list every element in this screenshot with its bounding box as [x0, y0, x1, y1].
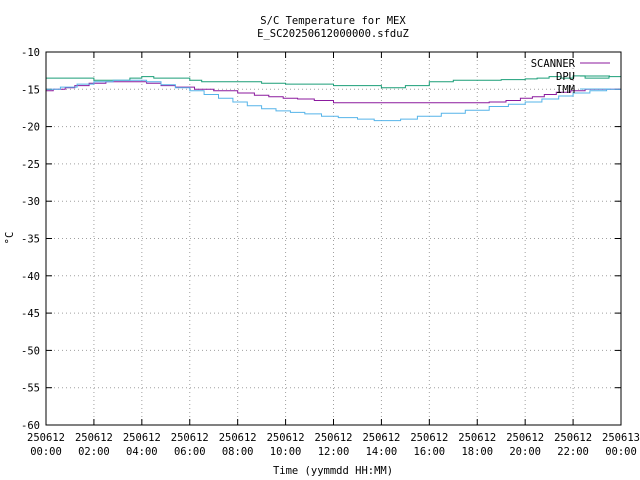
x-tick-label-date: 250613	[602, 432, 640, 444]
chart-subtitle: E_SC20250612000000.sfduZ	[257, 28, 409, 40]
y-axis-label: °C	[4, 232, 16, 245]
x-tick-label-time: 14:00	[366, 446, 398, 458]
x-tick-label-date: 250612	[75, 432, 113, 444]
x-tick-label-time: 04:00	[126, 446, 158, 458]
legend-label-dpu: DPU	[556, 71, 575, 83]
series-line-dpu	[46, 75, 622, 89]
y-tick-label: -25	[21, 159, 40, 171]
x-tick-label-time: 22:00	[557, 446, 589, 458]
x-tick-label-date: 250612	[219, 432, 257, 444]
x-tick-label-date: 250612	[315, 432, 353, 444]
y-tick-label: -10	[21, 47, 40, 59]
y-tick-label: -45	[21, 308, 40, 320]
x-tick-label-date: 250612	[458, 432, 496, 444]
y-tick-label: -55	[21, 383, 40, 395]
grid	[46, 52, 621, 425]
legend-label-scanner: SCANNER	[531, 58, 576, 70]
y-tick-label: -35	[21, 234, 40, 246]
series-line-imm	[46, 79, 622, 122]
x-tick-label-time: 16:00	[414, 446, 446, 458]
x-axis-label: Time (yymmdd HH:MM)	[273, 465, 393, 477]
x-tick-label-date: 250612	[362, 432, 400, 444]
x-tick-label-date: 250612	[171, 432, 209, 444]
x-tick-label-time: 10:00	[270, 446, 302, 458]
y-tick-label: -30	[21, 196, 40, 208]
x-tick-label-time: 00:00	[605, 446, 637, 458]
x-tick-label-date: 250612	[267, 432, 305, 444]
chart-title: S/C Temperature for MEX	[260, 15, 406, 27]
axis-ticks: -10-15-20-25-30-35-40-45-50-55-602506120…	[21, 47, 640, 458]
y-tick-label: -20	[21, 122, 40, 134]
x-tick-label-time: 00:00	[30, 446, 62, 458]
x-tick-label-time: 06:00	[174, 446, 206, 458]
legend-label-imm: IMM	[556, 84, 575, 96]
x-tick-label-date: 250612	[410, 432, 448, 444]
x-tick-label-date: 250612	[123, 432, 161, 444]
x-tick-label-date: 250612	[27, 432, 65, 444]
x-tick-label-date: 250612	[554, 432, 592, 444]
plot-frame	[45, 51, 622, 426]
y-tick-label: -60	[21, 420, 40, 432]
x-tick-label-time: 02:00	[78, 446, 110, 458]
x-tick-label-time: 12:00	[318, 446, 350, 458]
x-tick-label-time: 18:00	[461, 446, 493, 458]
series-lines	[46, 75, 622, 122]
y-tick-label: -15	[21, 84, 40, 96]
x-tick-label-time: 20:00	[509, 446, 541, 458]
y-tick-label: -50	[21, 345, 40, 357]
x-tick-label-date: 250612	[506, 432, 544, 444]
y-tick-label: -40	[21, 271, 40, 283]
x-tick-label-time: 08:00	[222, 446, 254, 458]
